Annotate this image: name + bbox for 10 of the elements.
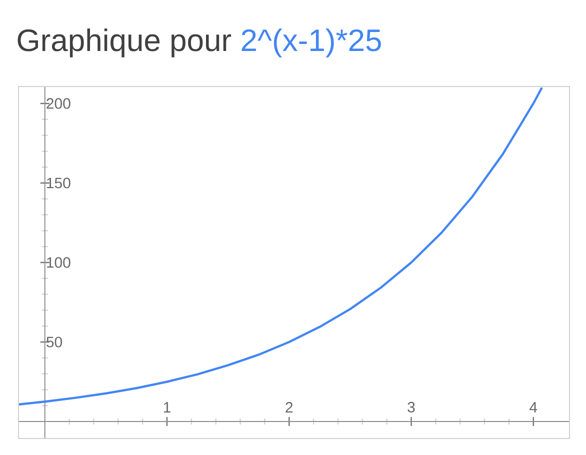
x-tick-label: 1 — [164, 402, 170, 412]
y-tick-label: 150 — [47, 178, 70, 188]
text: 2^(x-1)*25 — [242, 28, 381, 58]
x-tick-label: 4 — [530, 402, 538, 412]
y-tick-label: 100 — [47, 257, 70, 268]
y-tick-label: 200 — [46, 98, 70, 109]
chart-title: Graphique pour — [18, 28, 232, 58]
x-tick-label: 2 — [286, 402, 293, 412]
y-tick-label: 50 — [46, 336, 62, 348]
x-tick-label: 3 — [408, 402, 415, 412]
